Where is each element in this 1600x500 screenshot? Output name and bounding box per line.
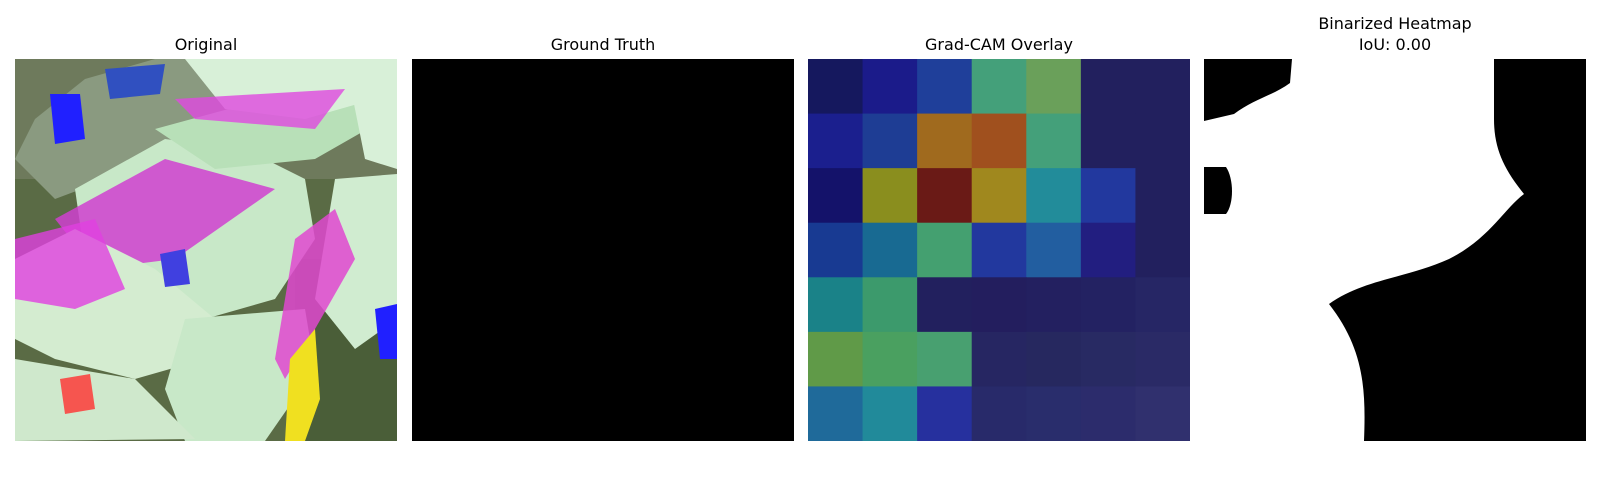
heatmap-cell [1080,168,1136,224]
heatmap-cell [917,331,973,387]
panel-title-gradcam-overlay: Grad-CAM Overlay [925,35,1073,54]
heatmap-cell [808,277,864,333]
heatmap-cell [1135,59,1190,115]
ground-truth-mask [412,59,794,441]
heatmap-cell [1026,113,1082,169]
heatmap-cell [1135,277,1190,333]
heatmap-cell [1026,168,1082,224]
heatmap-cell [1080,59,1136,115]
heatmap-cell [1135,113,1190,169]
heatmap-cell [862,277,918,333]
heatmap-cell [917,113,973,169]
heatmap-cell [917,222,973,278]
gradcam-heatmap-grid [808,59,1190,441]
heatmap-cell [971,331,1027,387]
heatmap-cell [971,222,1027,278]
heatmap-cell [1135,222,1190,278]
panel-title-binarized-heatmap: Binarized Heatmap IoU: 0.00 [1318,14,1472,54]
heatmap-cell [808,168,864,224]
heatmap-cell [1080,386,1136,441]
heatmap-cell [971,277,1027,333]
heatmap-cell [862,386,918,441]
panel-title-original: Original [174,35,238,54]
heatmap-cell [1080,277,1136,333]
heatmap-cell [971,386,1027,441]
heatmap-cell [808,113,864,169]
panel-title-ground-truth: Ground Truth [550,35,656,54]
heatmap-cell [808,331,864,387]
heatmap-cell [1080,222,1136,278]
original-leaf-image [15,59,397,441]
heatmap-cell [862,331,918,387]
heatmap-cell [917,59,973,115]
panel-ground-truth: Ground Truth [412,0,794,500]
heatmap-cell [862,168,918,224]
heatmap-cell [971,168,1027,224]
panel-original: Original [15,0,397,500]
heatmap-cell [917,386,973,441]
binarized-heatmap-mask [1204,59,1586,441]
heatmap-cell [808,59,864,115]
heatmap-cell [1026,386,1082,441]
heatmap-cell [862,59,918,115]
heatmap-cell [862,222,918,278]
heatmap-cell [1026,59,1082,115]
panel-binarized-heatmap: Binarized Heatmap IoU: 0.00 [1204,0,1586,500]
heatmap-cell [917,168,973,224]
heatmap-cell [1080,331,1136,387]
heatmap-cell [1026,222,1082,278]
heatmap-cell [971,113,1027,169]
heatmap-cell [808,386,864,441]
heatmap-cell [1135,331,1190,387]
heatmap-cell [1026,331,1082,387]
heatmap-cell [808,222,864,278]
heatmap-cell [862,113,918,169]
heatmap-cell [1135,168,1190,224]
heatmap-cell [1080,113,1136,169]
heatmap-cell [917,277,973,333]
panel-gradcam-overlay: Grad-CAM Overlay [808,0,1190,500]
heatmap-cell [1135,386,1190,441]
heatmap-cell [971,59,1027,115]
heatmap-cell [1026,277,1082,333]
